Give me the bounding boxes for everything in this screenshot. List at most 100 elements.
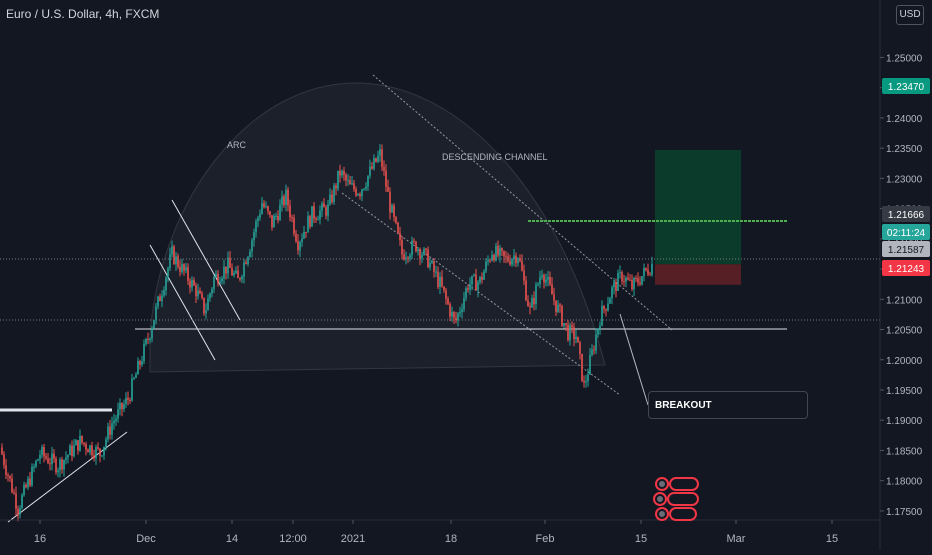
candle-down xyxy=(293,217,295,234)
candle-down xyxy=(413,240,415,242)
candle-up xyxy=(337,170,339,189)
candle-up xyxy=(235,270,237,273)
candle-down xyxy=(283,196,285,205)
candle-up xyxy=(299,242,301,251)
candle-down xyxy=(529,305,531,308)
candle-down xyxy=(71,445,73,457)
symbol-title[interactable]: Euro / U.S. Dollar, 4h, FXCM xyxy=(6,7,160,21)
candle-up xyxy=(601,306,603,326)
candle-down xyxy=(503,250,505,257)
candle-up xyxy=(547,277,549,280)
candle-up xyxy=(27,478,29,488)
candle-down xyxy=(5,465,7,475)
candle-up xyxy=(215,273,217,277)
candle-up xyxy=(273,216,275,228)
candle-up xyxy=(459,311,461,314)
currency-button[interactable]: USD xyxy=(896,5,924,25)
price-label-stop xyxy=(882,260,930,276)
candle-up xyxy=(545,279,547,283)
candle-down xyxy=(371,166,373,169)
candle-up xyxy=(103,446,105,456)
candle-up xyxy=(181,264,183,272)
price-label-bid xyxy=(882,241,930,257)
candle-up xyxy=(607,303,609,311)
candle-up xyxy=(105,439,107,447)
candle-down xyxy=(17,508,19,515)
candle-down xyxy=(47,458,49,464)
candle-up xyxy=(479,276,481,283)
candle-up xyxy=(483,271,485,280)
candle-up xyxy=(319,210,321,220)
candle-down xyxy=(445,290,447,299)
candle-down xyxy=(397,222,399,233)
candle-up xyxy=(473,274,475,276)
candle-up xyxy=(457,313,459,321)
candle-up xyxy=(431,260,433,263)
candle-up xyxy=(373,158,375,169)
candle-up xyxy=(65,457,67,460)
candle-up xyxy=(157,296,159,307)
candle-up xyxy=(591,349,593,355)
candle-down xyxy=(195,285,197,297)
stop-zone xyxy=(655,264,741,285)
candle-down xyxy=(179,266,181,272)
candle-down xyxy=(395,216,397,223)
candle-down xyxy=(519,258,521,261)
candle-down xyxy=(559,304,561,307)
candle-up xyxy=(23,484,25,496)
candle-up xyxy=(265,206,267,208)
candle-down xyxy=(551,284,553,295)
candle-down xyxy=(43,447,45,457)
candle-up xyxy=(321,203,323,211)
candle-down xyxy=(93,455,95,459)
candle-down xyxy=(615,281,617,291)
candle-up xyxy=(535,284,537,305)
candle-down xyxy=(309,216,311,227)
candle-down xyxy=(127,397,129,401)
price-label-text-last-price: 1.21666 xyxy=(888,210,925,221)
candle-up xyxy=(365,186,367,189)
candle-down xyxy=(415,241,417,252)
candle-down xyxy=(193,280,195,286)
candle-up xyxy=(285,189,287,205)
candle-up xyxy=(435,271,437,273)
candle-down xyxy=(401,240,403,255)
candle-up xyxy=(33,466,35,468)
x-tick-label: 16 xyxy=(34,533,46,545)
candle-down xyxy=(201,293,203,298)
candle-up xyxy=(625,277,627,282)
candle-up xyxy=(37,459,39,461)
candle-up xyxy=(369,166,371,176)
candle-up xyxy=(95,447,97,459)
candle-up xyxy=(227,257,229,274)
candle-up xyxy=(317,219,319,221)
candle-down xyxy=(573,327,575,340)
candle-down xyxy=(543,275,545,283)
x-tick-label: 15 xyxy=(635,533,647,545)
candle-down xyxy=(129,400,131,402)
candle-down xyxy=(521,260,523,271)
breakout-label: BREAKOUT xyxy=(655,400,712,411)
candle-up xyxy=(59,459,61,471)
candle-down xyxy=(323,203,325,208)
price-label-text-bid: 1.21587 xyxy=(888,245,925,256)
candle-up xyxy=(333,185,335,203)
candle-down xyxy=(287,189,289,206)
candle-up xyxy=(143,343,145,362)
time-axis[interactable]: 16 Dec 14 12:00 2021 18 Feb 15 Mar 15 xyxy=(0,519,880,545)
candle-up xyxy=(451,312,453,317)
candle-up xyxy=(329,194,331,205)
price-label-countdown xyxy=(882,224,930,240)
candle-up xyxy=(163,290,165,296)
candle-up xyxy=(75,440,77,446)
candle-down xyxy=(447,298,449,304)
candle-down xyxy=(649,274,651,276)
candle-down xyxy=(77,440,79,451)
candle-down xyxy=(481,276,483,280)
candle-down xyxy=(335,185,337,189)
candle-up xyxy=(495,245,497,261)
candle-up xyxy=(557,304,559,312)
candle-up xyxy=(207,298,209,311)
